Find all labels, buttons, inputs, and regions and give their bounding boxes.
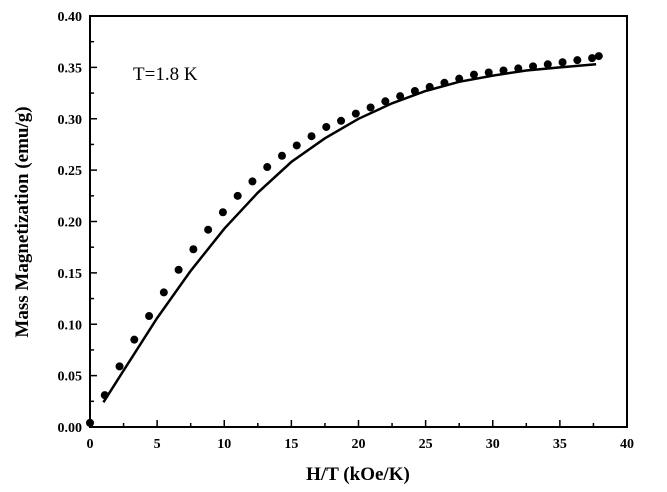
data-point <box>514 64 523 73</box>
data-point <box>100 391 109 400</box>
y-tick-label: 0.35 <box>58 61 83 76</box>
data-point <box>130 335 139 344</box>
x-tick-label: 20 <box>352 437 366 452</box>
data-point <box>307 132 316 141</box>
data-point <box>410 87 419 96</box>
y-tick-label: 0.25 <box>58 164 83 179</box>
data-point <box>366 103 375 112</box>
x-tick-label: 30 <box>486 437 500 452</box>
data-point <box>351 109 360 118</box>
data-point <box>484 68 493 77</box>
x-tick-label: 25 <box>419 437 433 452</box>
data-point <box>174 265 183 274</box>
data-point <box>204 225 213 234</box>
data-point <box>233 191 242 200</box>
data-point <box>322 122 331 131</box>
x-tick-label: 5 <box>154 437 161 452</box>
x-tick-label: 35 <box>553 437 567 452</box>
y-tick-label: 0.00 <box>58 421 83 436</box>
data-point <box>499 66 508 75</box>
data-point <box>455 74 464 83</box>
data-point <box>145 312 154 321</box>
x-axis-title: H/T (kOe/K) <box>306 464 410 485</box>
x-tick-label: 40 <box>620 437 634 452</box>
y-tick-label: 0.30 <box>58 113 83 128</box>
annotation-temperature: T=1.8 K <box>133 64 198 85</box>
data-point <box>292 141 301 150</box>
axis-ticks <box>89 15 628 428</box>
data-point <box>573 56 582 65</box>
y-tick-label: 0.20 <box>58 216 83 231</box>
data-point <box>543 60 552 69</box>
data-point <box>558 58 567 67</box>
data-point <box>381 97 390 106</box>
tick-labels: 0 5 10 15 20 25 30 35 40 0.00 0.05 0.10 0.15 0.20 0.25… <box>58 10 635 452</box>
y-tick-label: 0.05 <box>58 370 83 385</box>
data-point <box>277 151 286 160</box>
data-point <box>588 54 597 63</box>
data-point <box>337 116 346 125</box>
data-point <box>115 362 124 371</box>
data-point <box>425 82 434 91</box>
y-axis-title: Mass Magnetization (emu/g) <box>12 106 33 337</box>
data-point <box>594 52 603 61</box>
x-tick-label: 0 <box>87 437 94 452</box>
data-point <box>469 70 478 79</box>
data-point <box>159 288 168 297</box>
y-tick-label: 0.40 <box>58 10 83 25</box>
data-point <box>263 163 272 172</box>
x-tick-label: 15 <box>284 437 298 452</box>
x-tick-label: 10 <box>217 437 231 452</box>
data-point <box>86 418 94 427</box>
data-point <box>189 245 198 254</box>
data-point <box>440 78 449 87</box>
y-tick-label: 0.10 <box>58 318 83 333</box>
data-points <box>86 52 603 427</box>
data-point <box>529 62 538 71</box>
y-tick-label: 0.15 <box>58 267 83 282</box>
fit-curve <box>102 63 597 403</box>
data-point <box>218 208 227 217</box>
data-point <box>248 177 257 186</box>
data-point <box>396 92 405 101</box>
